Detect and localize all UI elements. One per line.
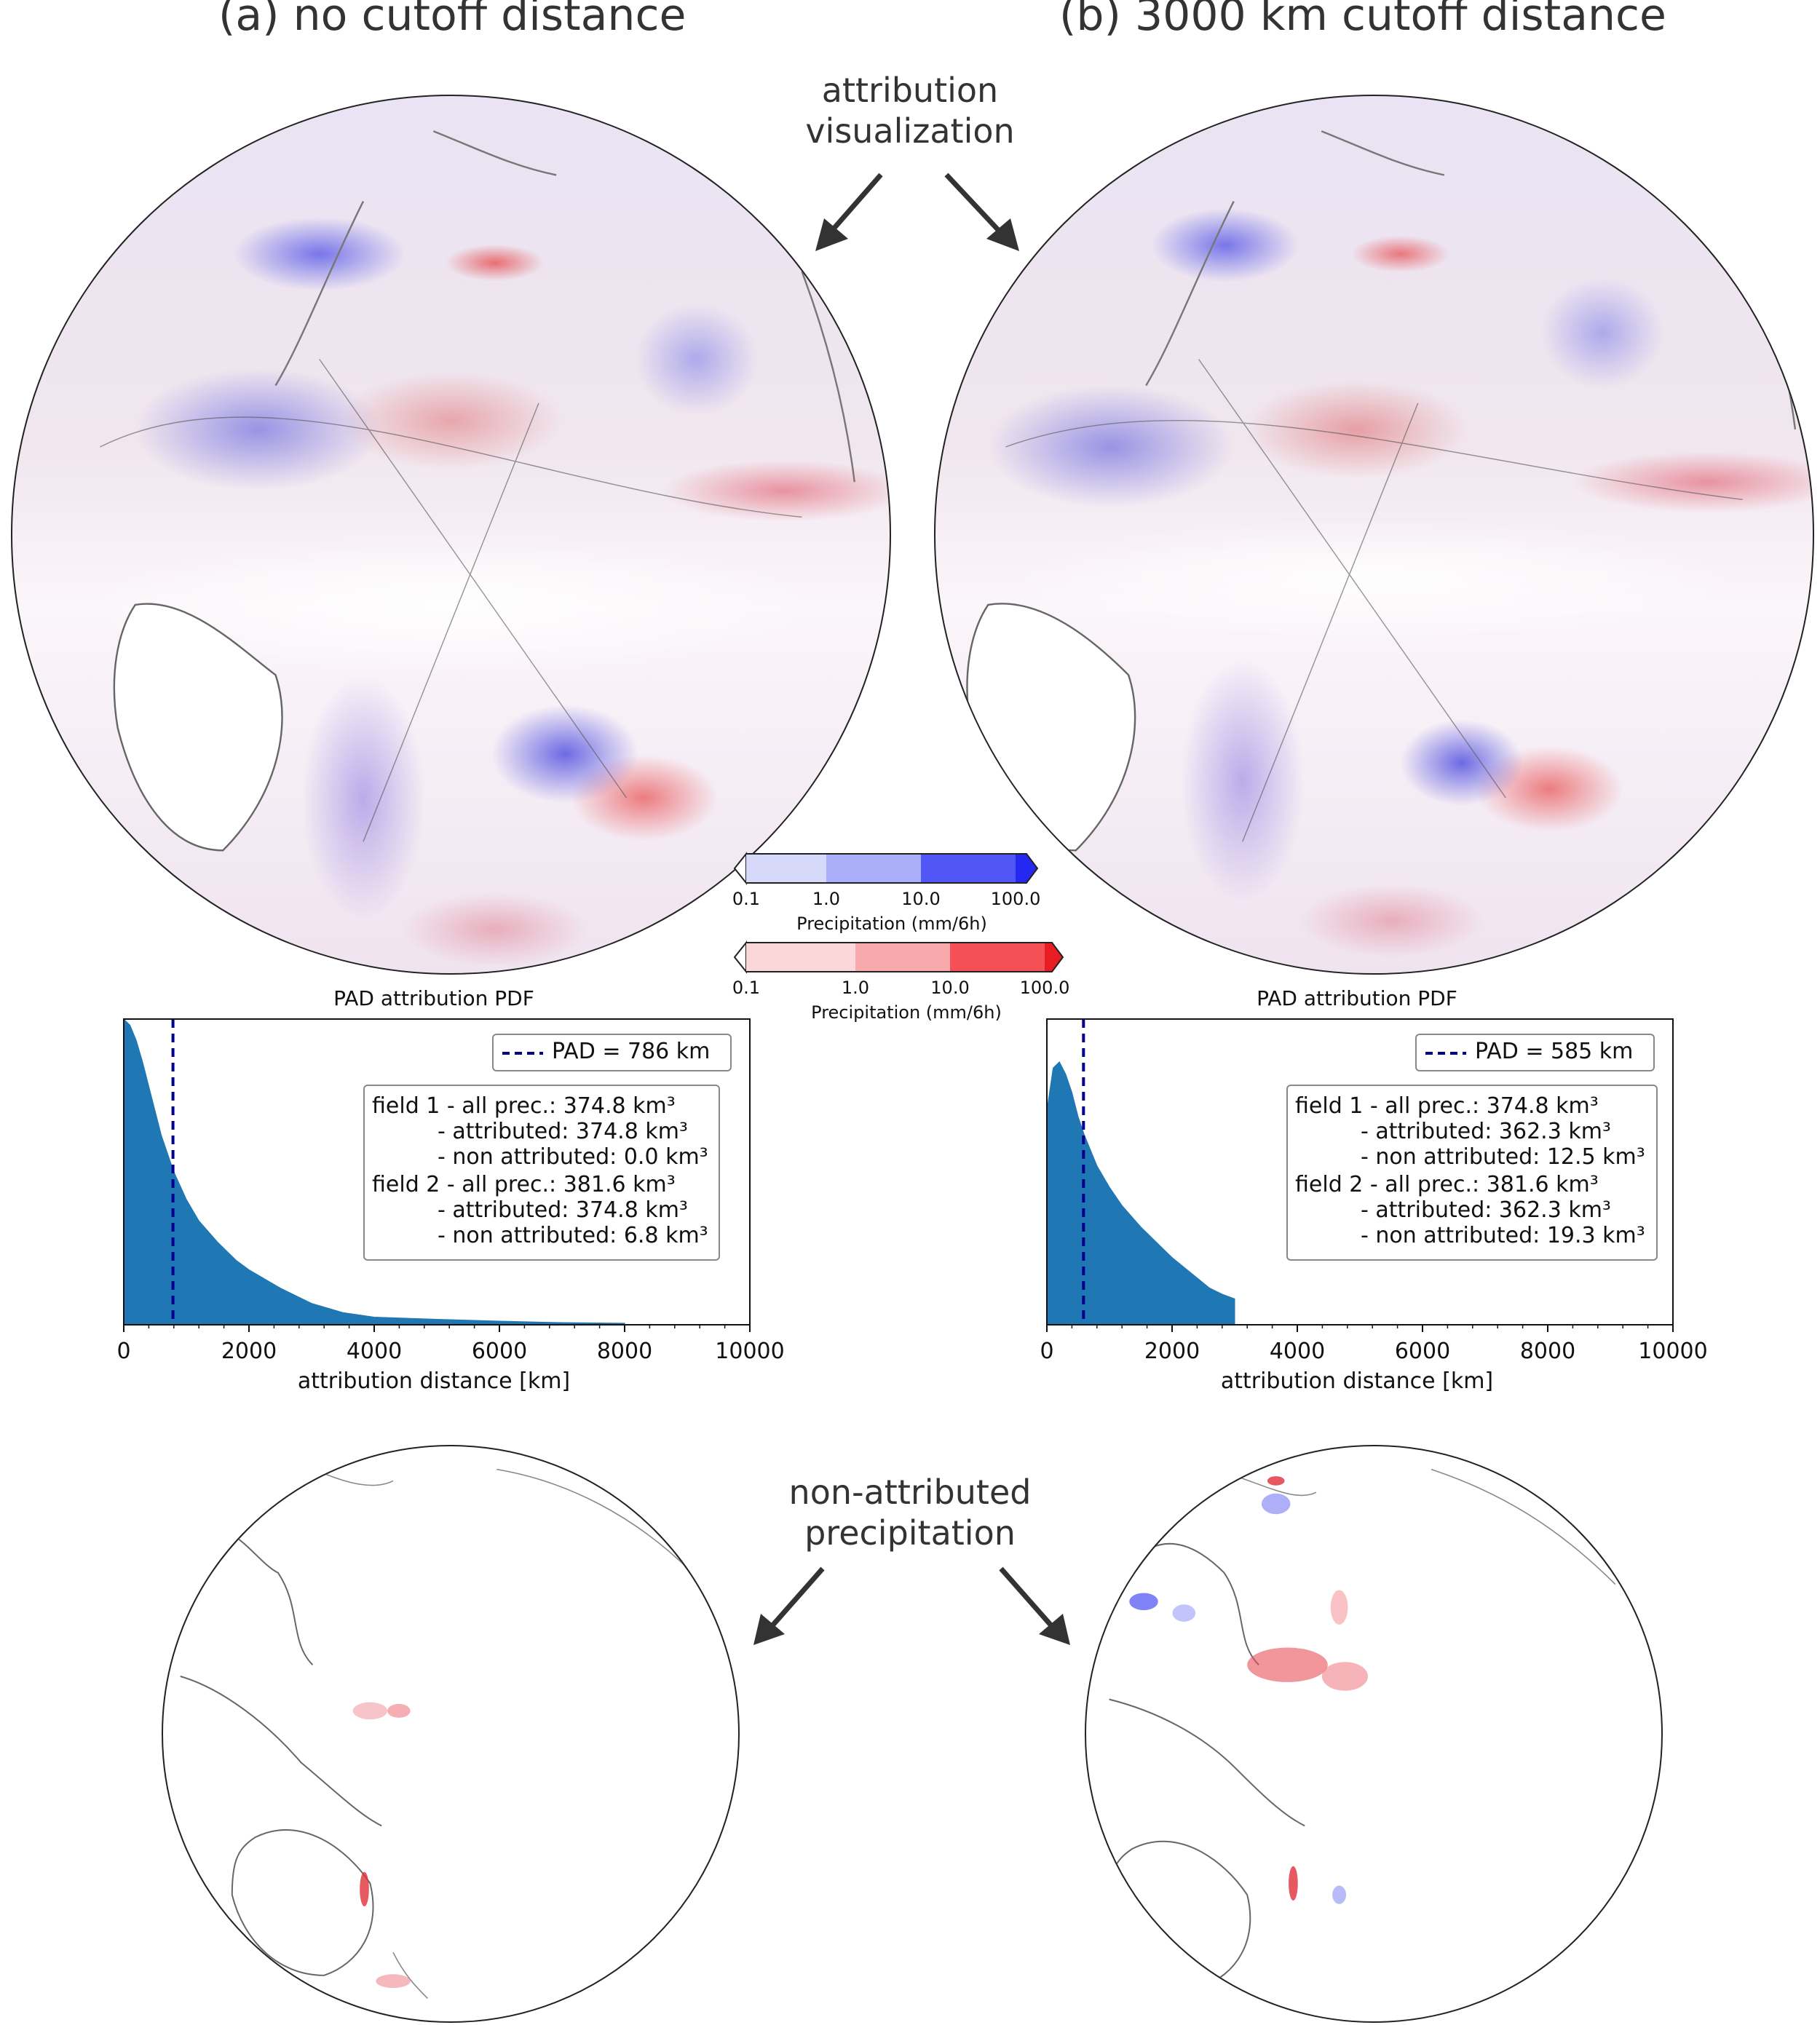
hist-a-legend: PAD = 786 km xyxy=(492,1034,732,1071)
precip-spot xyxy=(1172,1604,1196,1622)
non-attributed-map-a xyxy=(162,1445,740,2023)
x-tick-label: 6000 xyxy=(1395,1339,1450,1364)
plot-frame xyxy=(1046,1018,1674,1325)
hist-b-stats: field 1 - all prec.: 374.8 km³ - attribu… xyxy=(1286,1085,1658,1261)
panel-title-b: (b) 3000 km cutoff distance xyxy=(1059,0,1666,41)
colorbar-blue-label: Precipitation (mm/6h) xyxy=(796,914,987,934)
x-tick-label: 4000 xyxy=(1270,1339,1325,1364)
precip-spot xyxy=(1332,1885,1347,1904)
hist-a-xlabel: attribution distance [km] xyxy=(297,1368,571,1394)
hist-b-stats-line-2: - non attributed: 12.5 km³ xyxy=(1361,1144,1645,1170)
coastline-a xyxy=(100,130,855,852)
coastline-b xyxy=(966,130,1797,852)
arrow-right-icon xyxy=(999,1566,1070,1645)
x-tick-label: 10000 xyxy=(715,1339,784,1364)
hist-a-stats: field 1 - all prec.: 374.8 km³ - attribu… xyxy=(363,1085,720,1261)
precip-spot xyxy=(1289,1866,1298,1901)
precip-spot xyxy=(1129,1593,1158,1611)
hist-b-legend-text: PAD = 585 km xyxy=(1475,1039,1634,1064)
pad-line-legend-icon xyxy=(502,1052,543,1055)
hist-a-legend-text: PAD = 786 km xyxy=(552,1039,711,1064)
colorbar-red-label: Precipitation (mm/6h) xyxy=(811,1002,1002,1023)
precip-spot xyxy=(1247,1647,1328,1682)
hist-b-stats-line-0: field 1 - all prec.: 374.8 km³ xyxy=(1295,1093,1599,1119)
x-tick-label: 4000 xyxy=(347,1339,402,1364)
x-tick-label: 2000 xyxy=(221,1339,277,1364)
colorbar-blue-tick-2: 10.0 xyxy=(901,889,941,909)
colorbar-blue-tick-1: 1.0 xyxy=(812,889,841,909)
colorbar-blue-tick-3: 100.0 xyxy=(990,889,1041,909)
colorbar-red-bar xyxy=(733,940,1064,974)
precip-spot xyxy=(1267,1476,1285,1486)
non-attributed-map-a-svg xyxy=(180,1457,693,1999)
non-attributed-map-b xyxy=(1085,1445,1663,2023)
hist-b-xlabel: attribution distance [km] xyxy=(1220,1368,1494,1394)
precip-spot xyxy=(360,1871,369,1906)
colorbar-blue-bar xyxy=(733,852,1039,885)
pad-line-legend-icon xyxy=(1425,1052,1466,1055)
hist-a-stats-line-1: - attributed: 374.8 km³ xyxy=(438,1119,688,1144)
attribution-map-a xyxy=(11,95,891,975)
colorbar-blue-tick-0: 0.1 xyxy=(732,889,761,909)
non-attributed-map-b-svg xyxy=(1108,1468,1616,1988)
hist-b-stats-line-4: - attributed: 362.3 km³ xyxy=(1361,1197,1611,1223)
hist-a-stats-line-3: field 2 - all prec.: 381.6 km³ xyxy=(372,1172,676,1197)
x-tick-label: 10000 xyxy=(1638,1339,1707,1364)
colorbar-red-tick-1: 1.0 xyxy=(841,978,870,998)
hist-b-title: PAD attribution PDF xyxy=(1257,986,1457,1010)
precip-spot xyxy=(1321,1662,1369,1691)
colorbar-blue: 0.1 1.0 10.0 100.0 Precipitation (mm/6h) xyxy=(732,847,1081,934)
non-attributed-precipitation-annotation: non-attributed precipitation xyxy=(764,1472,1056,1553)
attribution-visualization-annotation: attribution visualization xyxy=(801,70,1019,151)
hist-a-stats-line-2: - non attributed: 0.0 km³ xyxy=(438,1144,708,1170)
arrow-left-icon xyxy=(753,1566,825,1645)
x-tick-label: 0 xyxy=(116,1339,130,1364)
hist-b-legend: PAD = 585 km xyxy=(1415,1034,1655,1071)
hist-b-stats-line-5: - non attributed: 19.3 km³ xyxy=(1361,1223,1645,1248)
colorbar-red-tick-0: 0.1 xyxy=(732,978,761,998)
precip-spot xyxy=(1330,1590,1348,1625)
pdf-area xyxy=(1046,1061,1235,1325)
hist-a-title: PAD attribution PDF xyxy=(333,986,534,1010)
precip-spot xyxy=(387,1703,411,1718)
colorbar-red-tick-3: 100.0 xyxy=(1019,978,1070,998)
precip-spot xyxy=(204,1943,214,1962)
hist-a-stats-line-5: - non attributed: 6.8 km³ xyxy=(438,1223,708,1248)
arrow-right-icon xyxy=(944,173,1019,251)
plot-frame xyxy=(123,1018,751,1325)
precip-spot xyxy=(1261,1493,1291,1515)
precip-spot xyxy=(352,1702,388,1720)
colorbar-red: 0.1 1.0 10.0 100.0 Precipitation (mm/6h) xyxy=(732,935,1081,1023)
hist-a-stats-line-0: field 1 - all prec.: 374.8 km³ xyxy=(372,1093,676,1119)
colorbar-red-tick-2: 10.0 xyxy=(930,978,970,998)
x-tick-label: 8000 xyxy=(1520,1339,1575,1364)
precip-spot xyxy=(376,1974,411,1989)
panel-title-a: (a) no cutoff distance xyxy=(218,0,687,41)
hist-a-stats-line-4: - attributed: 374.8 km³ xyxy=(438,1197,688,1223)
annotation-line2: visualization xyxy=(805,111,1015,151)
hist-a-chart: 0 2000 4000 6000 8000 10000 xyxy=(116,1018,785,1364)
pdf-area xyxy=(123,1018,625,1325)
arrow-left-icon xyxy=(815,173,883,251)
hist-b-chart: 0 2000 4000 6000 8000 10000 xyxy=(1040,1018,1708,1364)
x-tick-label: 0 xyxy=(1040,1339,1053,1364)
hist-b-stats-line-1: - attributed: 362.3 km³ xyxy=(1361,1119,1611,1144)
x-tick-label: 2000 xyxy=(1144,1339,1200,1364)
x-tick-label: 6000 xyxy=(472,1339,527,1364)
annotation-line2: precipitation xyxy=(804,1513,1016,1553)
annotation-line1: non-attributed xyxy=(788,1473,1032,1512)
attribution-map-b xyxy=(934,95,1814,975)
x-tick-label: 8000 xyxy=(597,1339,652,1364)
hist-b-stats-line-3: field 2 - all prec.: 381.6 km³ xyxy=(1295,1172,1599,1197)
annotation-line1: attribution xyxy=(821,71,999,110)
